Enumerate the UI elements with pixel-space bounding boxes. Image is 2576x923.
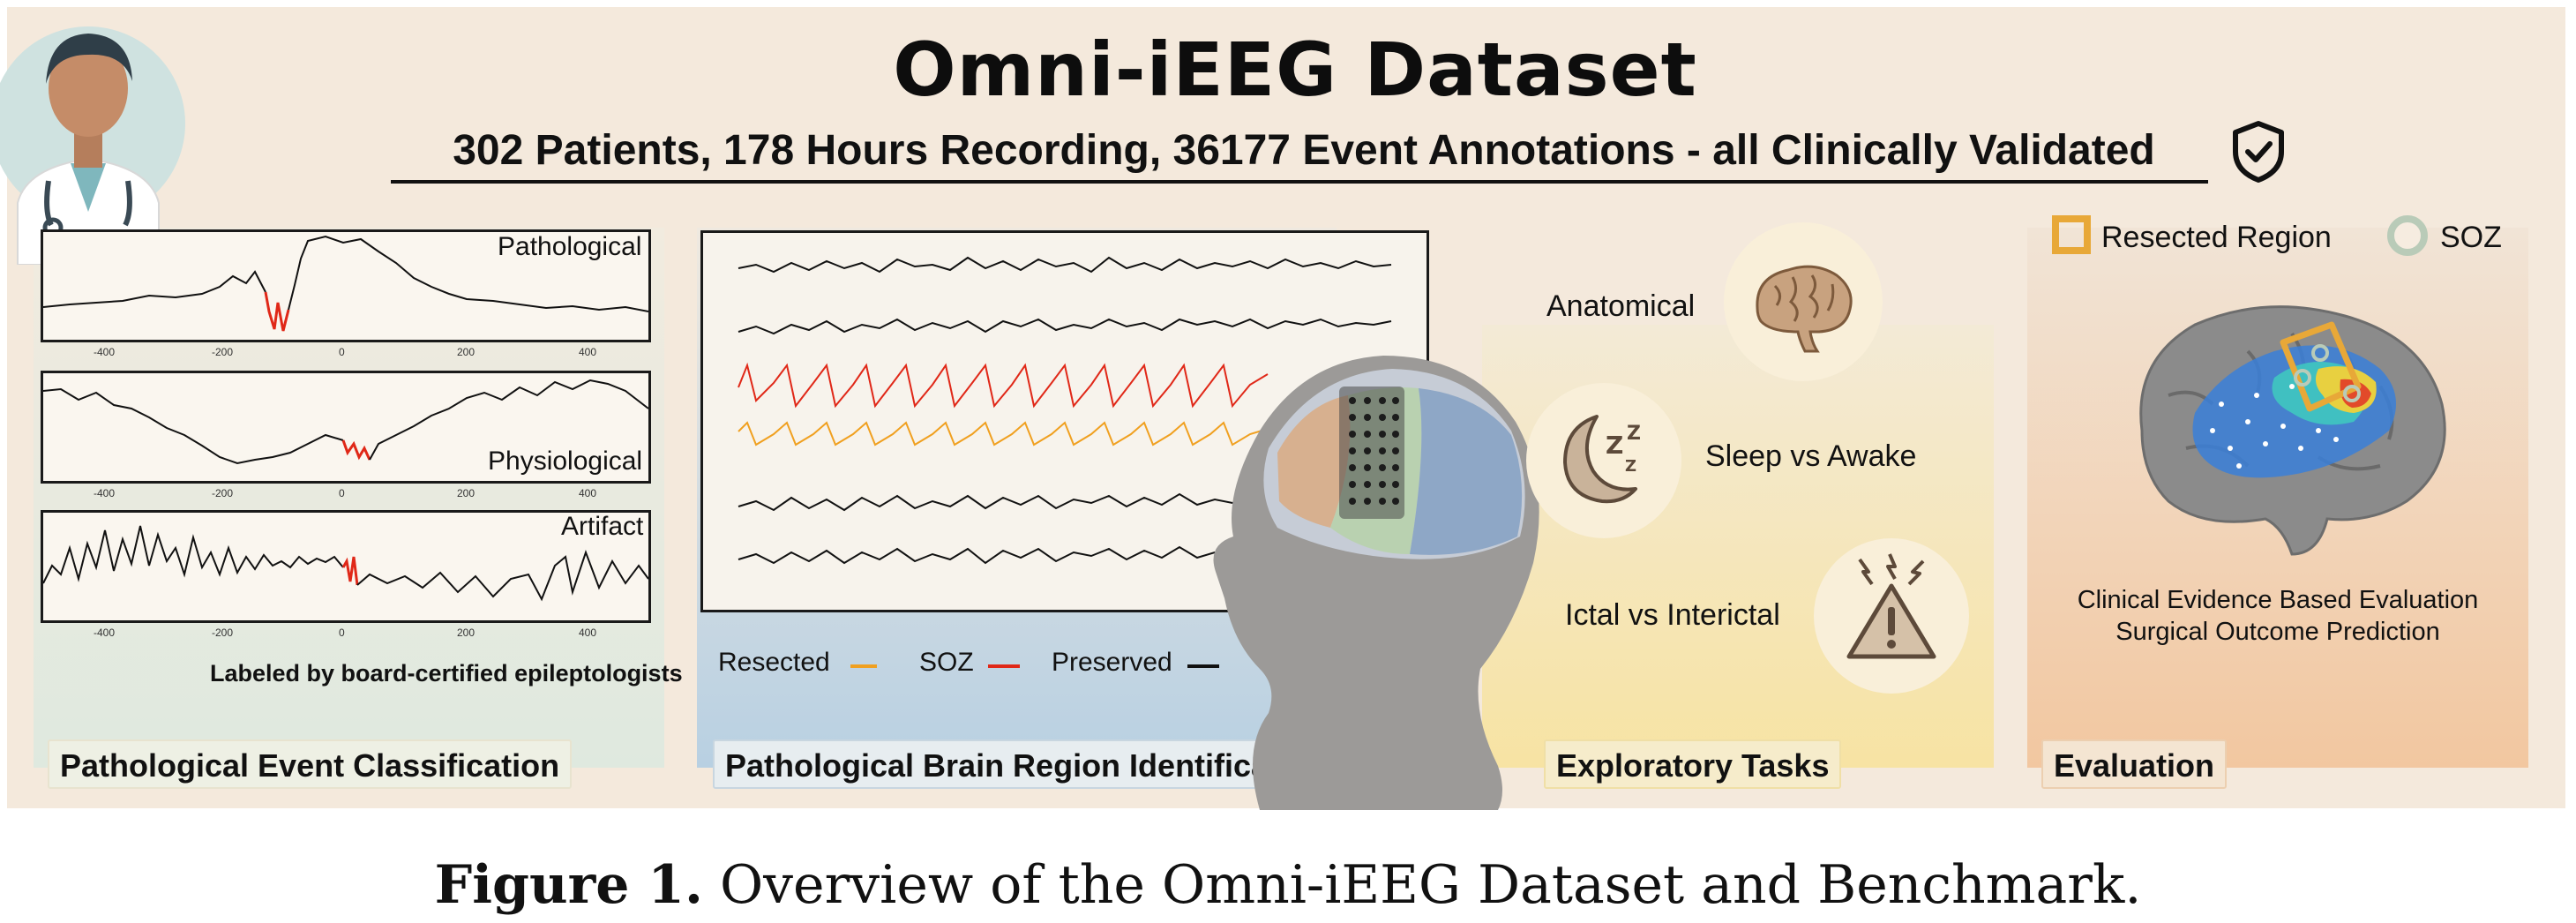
soz-legend-icon	[2387, 215, 2428, 256]
eval-line-2: Surgical Outcome Prediction	[2115, 618, 2440, 646]
eeg-artifact-trace	[43, 525, 648, 602]
tick-label: -400	[94, 627, 116, 639]
tick-label: 200	[457, 627, 476, 639]
legend-soz-swatch	[988, 664, 1020, 668]
task-sleep-awake: Sleep vs Awake	[1705, 439, 1917, 473]
tick-label: -400	[94, 487, 116, 499]
resected-region-legend-icon	[2052, 215, 2091, 254]
eval-line-1: Clinical Evidence Based Evaluation	[2077, 586, 2479, 614]
multichannel-eeg-traces	[738, 256, 1392, 565]
svg-text:Z: Z	[1606, 431, 1623, 460]
tick-label: 400	[579, 487, 597, 499]
eeg-physiological-box	[41, 371, 651, 484]
caption-text: Overview of the Omni-iEEG Dataset and Be…	[719, 854, 2142, 916]
legend-soz-eval: SOZ	[2440, 221, 2502, 254]
moon-sleep-icon: Z Z Z	[1563, 415, 1641, 504]
caption-label: Figure 1.	[434, 854, 703, 916]
tick-label: -200	[212, 487, 234, 499]
shield-check-icon	[2233, 121, 2284, 183]
eeg-artifact-box	[41, 510, 651, 623]
svg-text:Z: Z	[1627, 423, 1641, 445]
legend-preserved: Preserved	[1052, 648, 1172, 677]
svg-text:Z: Z	[1625, 457, 1636, 476]
main-title: Omni-iEEG Dataset	[893, 26, 1697, 113]
warning-lightning-icon	[1846, 553, 1936, 659]
subtitle-underline	[391, 180, 2208, 184]
legend-resected-region: Resected Region	[2101, 221, 2332, 254]
tick-label: 400	[579, 627, 597, 639]
tick-label: 0	[339, 346, 345, 358]
brain-icon	[1756, 265, 1853, 353]
label-artifact: Artifact	[561, 512, 644, 541]
tag-evaluation: Evaluation	[2041, 739, 2228, 789]
legend-resected-swatch	[850, 664, 877, 668]
tag-event-classification: Pathological Event Classification	[48, 739, 573, 789]
task-ictal-interictal: Ictal vs Interictal	[1565, 598, 1780, 632]
tick-label: -400	[94, 346, 116, 358]
task-anatomical: Anatomical	[1546, 289, 1696, 323]
legend-resected: Resected	[718, 648, 830, 677]
tag-region-identification: Pathological Brain Region Identification	[713, 739, 1340, 789]
eeg-pathological-box	[41, 229, 651, 342]
tick-label: 400	[579, 346, 597, 358]
tick-label: -200	[212, 346, 234, 358]
tick-label: -200	[212, 627, 234, 639]
head-with-electrode-grid-icon	[1213, 356, 1539, 810]
brain-heatmap-icon	[2139, 305, 2446, 556]
labeled-by-note: Labeled by board-certified epileptologis…	[210, 660, 683, 687]
eeg-physiological-trace	[43, 379, 648, 465]
tag-exploratory-tasks: Exploratory Tasks	[1544, 739, 1842, 789]
label-pathological: Pathological	[498, 232, 642, 261]
tick-label: 0	[339, 627, 345, 639]
legend-soz: SOZ	[919, 648, 974, 677]
figure-panel: Omni-iEEG Dataset 302 Patients, 178 Hour…	[0, 7, 2565, 810]
label-physiological: Physiological	[488, 446, 643, 476]
eeg-pathological-trace	[43, 235, 648, 332]
tick-label: 200	[457, 346, 476, 358]
figure-caption: Figure 1. Overview of the Omni-iEEG Data…	[0, 854, 2576, 916]
subtitle: 302 Patients, 178 Hours Recording, 36177…	[453, 127, 2155, 174]
legend-preserved-swatch	[1187, 664, 1219, 668]
sleep-circle	[1526, 383, 1681, 538]
tick-label: 200	[457, 487, 476, 499]
tick-label: 0	[339, 487, 345, 499]
